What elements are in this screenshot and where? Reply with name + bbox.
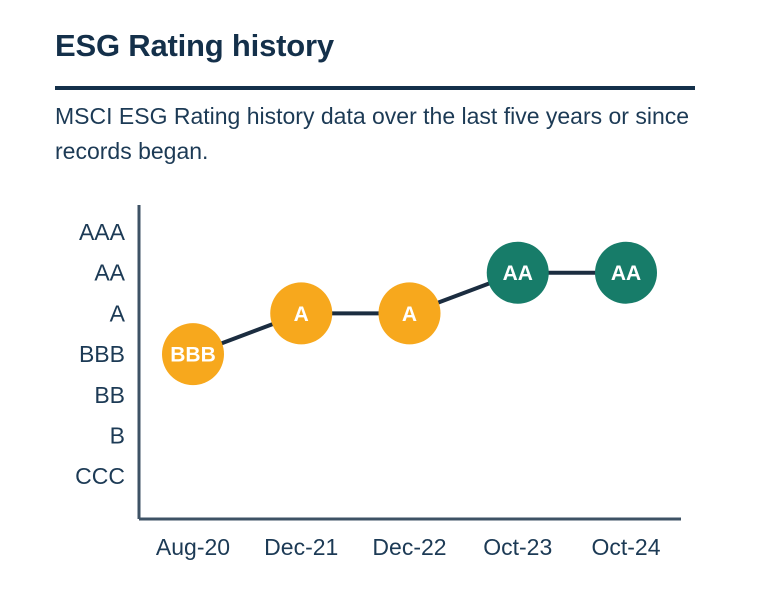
rating-point-label: A [294,303,309,326]
rating-point [162,323,224,386]
title-divider [55,86,695,90]
rating-point [378,282,441,345]
x-tick-label: Oct-23 [483,534,552,560]
rating-point [595,241,657,304]
x-tick-label: Oct-24 [591,534,660,560]
rating-point-label: A [402,303,417,326]
y-tick-label: BB [94,382,125,408]
rating-point [486,241,549,304]
page-title: ESG Rating history [55,28,334,63]
rating-point [270,282,333,345]
y-tick-label: A [110,300,126,326]
y-tick-label: AAA [79,219,126,245]
rating-point-label: BBB [170,344,216,367]
x-tick-label: Aug-20 [156,534,230,560]
page-subtitle: MSCI ESG Rating history data over the la… [55,103,690,164]
x-tick-label: Dec-22 [372,534,446,560]
y-tick-label: B [110,423,125,449]
rating-point-label: AA [611,262,641,285]
y-tick-label: BBB [79,341,125,367]
y-tick-label: CCC [75,463,125,489]
rating-point-label: AA [503,262,533,285]
x-tick-label: Dec-21 [264,534,338,560]
y-tick-label: AA [94,260,125,286]
